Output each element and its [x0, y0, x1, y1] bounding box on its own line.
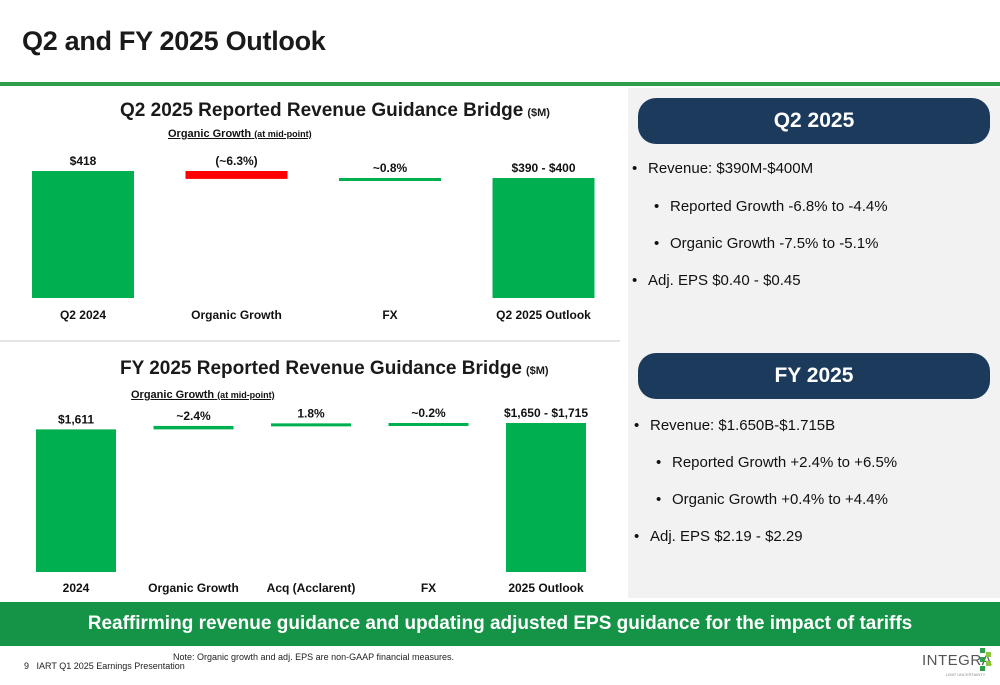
q2-chart-title: Q2 2025 Reported Revenue Guidance Bridge… [120, 100, 550, 122]
q2-bar-0 [32, 171, 134, 298]
fy-header-pill: FY 2025 [638, 353, 990, 399]
q2-data-label-3: $390 - $400 [511, 161, 575, 175]
bullet-dot: • [654, 198, 660, 215]
q2-subtitle-note: (at mid-point) [254, 129, 312, 139]
q2-chart-title-text: Q2 2025 Reported Revenue Guidance Bridge [120, 100, 524, 121]
q2-subtitle-text: Organic Growth [168, 128, 252, 140]
q2-bridge-chart: Q2 2025 Reported Revenue Guidance Bridge… [0, 88, 620, 338]
fy-category-label-2: Acq (Acclarent) [267, 581, 356, 595]
fy-data-label-3: ~0.2% [411, 406, 446, 420]
q2-chart-unit: ($M) [527, 107, 550, 119]
logo-tagline: LIMIT UNCERTAINTY [946, 672, 986, 677]
fy-subtitle-note: (at mid-point) [217, 390, 275, 400]
bullet-dot: • [656, 454, 662, 471]
footer-left: 9 IART Q1 2025 Earnings Presentation [24, 661, 185, 671]
page-title: Q2 and FY 2025 Outlook [22, 26, 326, 56]
bullet-dot: • [634, 528, 640, 545]
fy-data-label-4: $1,650 - $1,715 [504, 406, 588, 420]
q2-bullet-eps-text: Adj. EPS $0.40 - $0.45 [648, 272, 801, 289]
bullet-dot: • [634, 417, 640, 434]
q2-category-label-3: Q2 2025 Outlook [496, 308, 591, 322]
integra-logo: INTEGRA LIMIT UNCERTAINTY [922, 648, 992, 680]
fy-chart-title-text: FY 2025 Reported Revenue Guidance Bridge [120, 358, 522, 379]
fy-category-label-0: 2024 [63, 581, 90, 595]
integra-logo-icon [980, 648, 991, 671]
chart-divider [0, 340, 620, 342]
q2-bullet-reported-text: Reported Growth -6.8% to -4.4% [670, 198, 888, 215]
q2-category-label-1: Organic Growth [191, 308, 282, 322]
fy-bullet-eps-text: Adj. EPS $2.19 - $2.29 [650, 528, 803, 545]
fy-data-label-2: 1.8% [297, 406, 325, 420]
fy-bar-2 [271, 423, 351, 427]
q2-bar-3 [492, 177, 595, 298]
fy-bullet-reported: • Reported Growth +2.4% to +6.5% [656, 454, 897, 471]
guidance-panel [628, 88, 1000, 598]
fy-bridge-chart: FY 2025 Reported Revenue Guidance Bridge… [0, 344, 620, 600]
q2-bullet-organic: • Organic Growth -7.5% to -5.1% [654, 235, 878, 252]
fy-data-label-1: ~2.4% [176, 409, 211, 423]
fy-data-label-0: $1,611 [58, 412, 94, 426]
q2-chart-subtitle: Organic Growth (at mid-point) [168, 128, 312, 140]
fy-bar-3 [388, 423, 469, 426]
q2-bullet-organic-text: Organic Growth -7.5% to -5.1% [670, 235, 879, 252]
bullet-dot: • [632, 160, 638, 177]
q2-bullet-eps: • Adj. EPS $0.40 - $0.45 [632, 272, 801, 289]
fy-bar-0 [36, 429, 116, 572]
logo-wordmark: INTEGRA [922, 652, 993, 669]
q2-category-label-2: FX [382, 308, 397, 322]
q2-bar-1 [185, 171, 288, 179]
q2-data-label-2: ~0.8% [373, 161, 408, 175]
fy-chart-subtitle: Organic Growth (at mid-point) [131, 389, 275, 401]
fy-category-label-4: 2025 Outlook [508, 581, 584, 595]
q2-bridge-plot: $418 Q2 2024 (~6.3%) Organic Growth ~0.8% FX $… [32, 154, 595, 322]
key-message-banner: Reaffirming revenue guidance and updatin… [0, 602, 1000, 646]
fy-bar-1 [153, 425, 234, 430]
fy-chart-title: FY 2025 Reported Revenue Guidance Bridge… [120, 358, 549, 380]
fy-subtitle-text: Organic Growth [131, 389, 215, 401]
q2-bar-2 [339, 177, 441, 181]
footer-note: Note: Organic growth and adj. EPS are no… [173, 652, 454, 662]
bullet-dot: • [654, 235, 660, 252]
fy-bullet-revenue: • Revenue: $1.650B-$1.715B [634, 417, 835, 434]
q2-category-label-0: Q2 2024 [60, 308, 106, 322]
q2-data-label-1: (~6.3%) [215, 154, 257, 168]
q2-bullet-revenue-text: Revenue: $390M-$400M [648, 160, 814, 177]
fy-category-label-1: Organic Growth [148, 581, 239, 595]
bullet-dot: • [632, 272, 638, 289]
fy-chart-unit: ($M) [525, 365, 549, 377]
bullet-dot: • [656, 491, 662, 508]
q2-header-pill: Q2 2025 [638, 98, 990, 144]
fy-bullet-eps: • Adj. EPS $2.19 - $2.29 [634, 528, 803, 545]
page-number: 9 [24, 661, 30, 671]
q2-data-label-0: $418 [70, 154, 97, 168]
fy-bar-4 [506, 423, 586, 572]
fy-bullet-reported-text: Reported Growth +2.4% to +6.5% [672, 454, 898, 471]
fy-bullet-organic-text: Organic Growth +0.4% to +4.4% [672, 491, 888, 508]
presentation-name: IART Q1 2025 Earnings Presentation [36, 661, 185, 671]
fy-bullet-organic: • Organic Growth +0.4% to +4.4% [656, 491, 888, 508]
fy-category-label-3: FX [421, 581, 436, 595]
fy-bridge-plot: $1,611 2024 ~2.4% Organic Growth 1.8% Acq (Ac… [36, 406, 588, 595]
q2-bullet-revenue: • Revenue: $390M-$400M [632, 160, 813, 177]
q2-bullet-reported: • Reported Growth -6.8% to -4.4% [654, 198, 888, 215]
title-rule [0, 82, 1000, 86]
fy-bullet-revenue-text: Revenue: $1.650B-$1.715B [650, 417, 836, 434]
